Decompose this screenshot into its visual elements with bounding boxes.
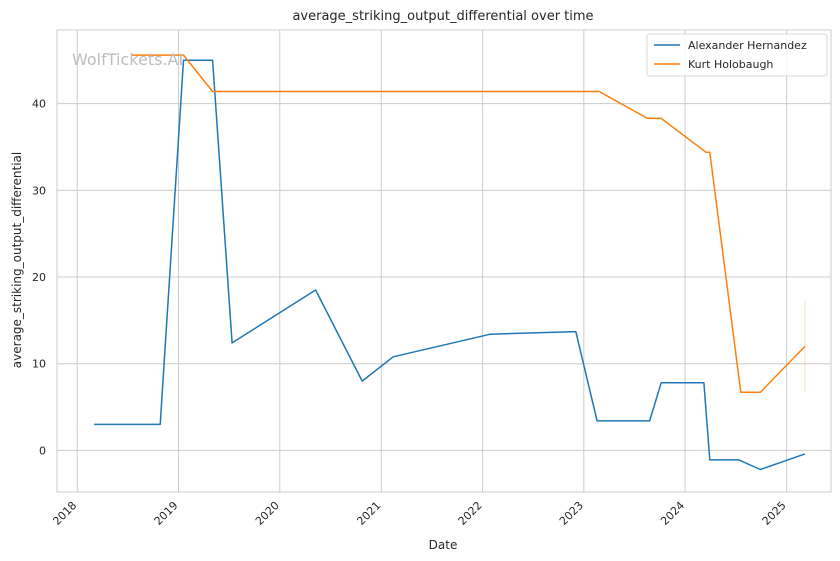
y-tick-label: 40 bbox=[32, 98, 46, 111]
legend: Alexander Hernandez Kurt Holobaugh bbox=[646, 33, 828, 77]
watermark: WolfTickets.AI bbox=[72, 50, 183, 69]
legend-label-kurt-holobaugh: Kurt Holobaugh bbox=[688, 58, 773, 71]
x-tick-label: 2023 bbox=[557, 499, 586, 528]
chart-title: average_striking_output_differential ove… bbox=[292, 9, 593, 24]
series-line-alexander-hernandez bbox=[94, 59, 806, 471]
legend-label-alexander-hernandez: Alexander Hernandez bbox=[688, 39, 807, 52]
x-tick-labels: 2018 2019 2020 2021 2022 2023 2024 2025 bbox=[50, 499, 788, 528]
plot-frame bbox=[56, 29, 832, 493]
x-tick-label: 2019 bbox=[152, 499, 181, 528]
x-tick-label: 2020 bbox=[253, 499, 282, 528]
grid bbox=[57, 30, 831, 492]
x-tick-label: 2024 bbox=[658, 499, 687, 528]
y-tick-labels: 0 10 20 30 40 bbox=[32, 98, 46, 458]
y-tick-label: 10 bbox=[32, 358, 46, 371]
y-axis-label: average_striking_output_differential bbox=[10, 152, 24, 368]
x-tick-label: 2025 bbox=[760, 499, 789, 528]
series-line-kurt-holobaugh bbox=[131, 54, 806, 394]
y-tick-label: 30 bbox=[32, 184, 46, 197]
x-tick-label: 2021 bbox=[354, 499, 383, 528]
series-lines bbox=[94, 54, 806, 471]
x-axis-label: Date bbox=[429, 538, 458, 552]
x-tick-label: 2022 bbox=[456, 499, 485, 528]
y-tick-label: 0 bbox=[39, 444, 46, 457]
legend-box bbox=[646, 33, 828, 77]
x-tick-label: 2018 bbox=[50, 499, 79, 528]
y-tick-label: 20 bbox=[32, 271, 46, 284]
